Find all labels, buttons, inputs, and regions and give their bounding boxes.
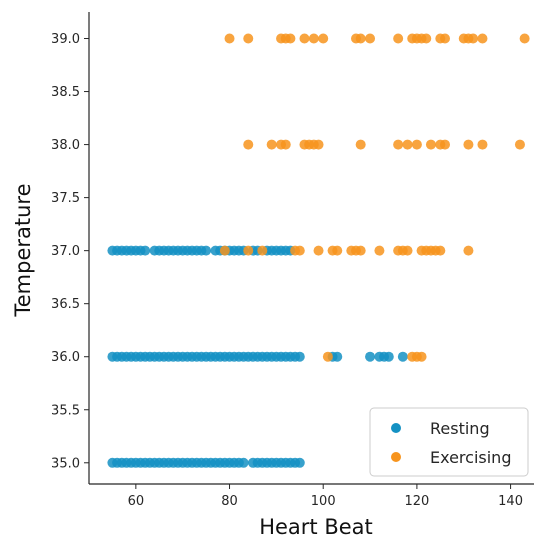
point-exercising-42 [514,139,525,150]
point-exercising-26 [266,139,277,150]
point-exercising-54 [393,33,404,44]
x-tick-label-140: 140 [498,494,523,509]
point-exercising-35 [402,139,413,150]
point-exercising-52 [355,33,366,44]
point-exercising-33 [355,139,366,150]
point-exercising-6 [257,245,268,256]
point-exercising-44 [243,33,254,44]
y-tick-label-39.0: 39.0 [51,32,80,47]
point-resting-107 [201,245,212,256]
legend-marker-resting [391,423,401,433]
x-tick-label-120: 120 [404,494,429,509]
x-ticks: 60 80 100 120 140 [128,484,523,509]
y-tick-label-37.0: 37.0 [51,244,80,259]
point-exercising-60 [440,33,450,44]
point-exercising-37 [425,139,436,150]
legend-label-resting: Resting [430,419,490,438]
point-exercising-24 [463,245,474,256]
y-tick-label-38.0: 38.0 [51,138,80,153]
point-exercising-4 [219,245,230,256]
point-exercising-41 [477,139,488,150]
legend-box [369,407,529,477]
point-exercising-14 [355,245,366,256]
point-exercising-32 [313,139,324,150]
y-tick-label-37.5: 37.5 [51,191,80,206]
point-exercising-8 [294,245,305,256]
y-tick-label-35.0: 35.0 [51,456,80,471]
y-tick-label-38.5: 38.5 [51,85,80,100]
point-exercising-58 [421,33,432,44]
point-exercising-23 [435,245,446,256]
point-resting-83 [365,351,376,362]
point-exercising-47 [285,33,296,44]
point-exercising-18 [402,245,413,256]
point-exercising-63 [468,33,479,44]
point-resting-39 [294,457,305,468]
y-tick-label-36.0: 36.0 [51,350,80,365]
y-axis-title: Temperature [11,183,35,317]
legend-label-exercising: Exercising [430,448,511,467]
point-exercising-49 [308,33,319,44]
point-exercising-40 [463,139,474,150]
point-exercising-65 [519,33,530,44]
point-exercising-15 [374,245,385,256]
point-exercising-0 [322,351,333,362]
y-tick-label-35.5: 35.5 [51,403,80,418]
point-resting-95 [140,245,151,256]
point-resting-87 [397,351,408,362]
y-ticks: 35.0 35.5 36.0 36.5 37.0 37.5 38.0 38.5 39.0 [51,32,89,471]
point-exercising-34 [393,139,404,150]
point-exercising-48 [299,33,310,44]
point-exercising-3 [416,351,427,362]
x-tick-label-60: 60 [128,494,145,509]
point-exercising-53 [365,33,376,44]
point-resting-28 [238,457,249,468]
x-tick-label-80: 80 [221,494,238,509]
legend: Resting Exercising [369,407,529,477]
y-tick-label-36.5: 36.5 [51,297,80,312]
legend-marker-exercising [391,452,401,462]
point-exercising-11 [332,245,343,256]
points-layer [107,33,530,468]
x-axis-title: Heart Beat [259,515,373,538]
point-exercising-43 [224,33,235,44]
point-resting-86 [383,351,394,362]
point-exercising-9 [313,245,324,256]
point-exercising-25 [243,139,254,150]
point-exercising-5 [243,245,254,256]
point-exercising-39 [440,139,450,150]
point-resting-82 [332,351,343,362]
point-resting-80 [294,351,305,362]
point-exercising-36 [411,139,422,150]
point-exercising-64 [477,33,488,44]
point-exercising-50 [318,33,329,44]
point-exercising-28 [280,139,291,150]
x-tick-label-100: 100 [311,494,336,509]
